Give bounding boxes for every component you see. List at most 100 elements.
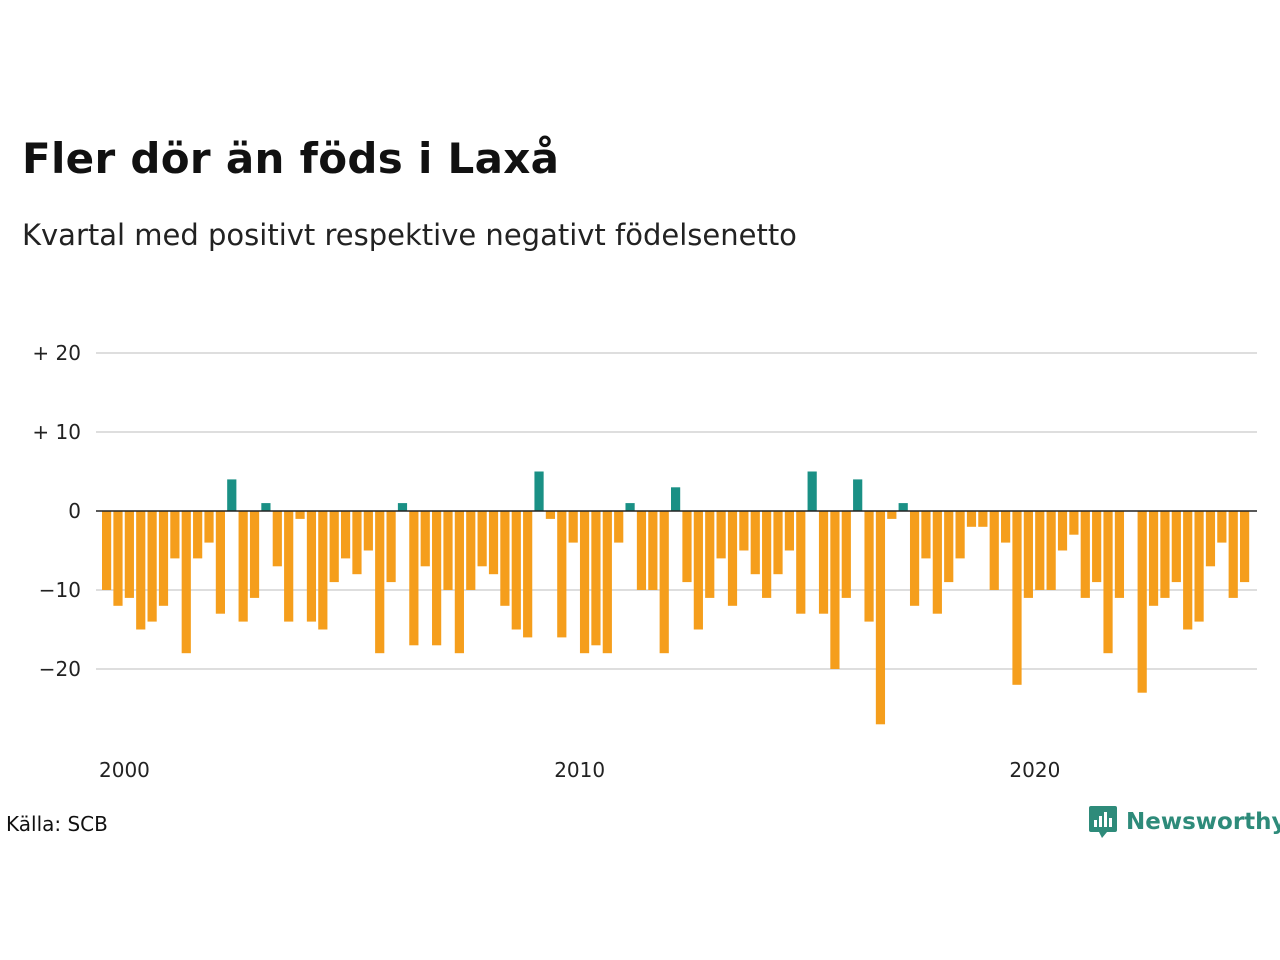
x-tick-label: 2020 bbox=[1009, 758, 1060, 782]
bar bbox=[420, 511, 430, 567]
bar bbox=[978, 511, 988, 527]
x-tick-label: 2010 bbox=[554, 758, 605, 782]
bar bbox=[955, 511, 965, 559]
bar bbox=[784, 511, 794, 551]
y-tick-label: −20 bbox=[39, 657, 81, 681]
bar bbox=[1092, 511, 1102, 583]
bar bbox=[807, 471, 817, 511]
bar bbox=[614, 511, 624, 543]
bar bbox=[1001, 511, 1011, 543]
bar bbox=[671, 487, 681, 511]
bar bbox=[295, 511, 305, 519]
bar bbox=[113, 511, 123, 606]
bar bbox=[1023, 511, 1033, 598]
bar bbox=[944, 511, 954, 583]
bar bbox=[875, 511, 886, 725]
bar bbox=[898, 503, 908, 511]
bar bbox=[147, 511, 157, 622]
bar bbox=[921, 511, 931, 559]
bar bbox=[181, 511, 191, 654]
bar bbox=[1057, 511, 1068, 551]
bar bbox=[739, 511, 749, 551]
bar bbox=[397, 503, 408, 511]
bar bbox=[659, 511, 669, 654]
y-tick-label: + 10 bbox=[32, 420, 81, 444]
bar bbox=[500, 511, 510, 606]
bar bbox=[432, 511, 442, 646]
bar bbox=[818, 511, 829, 614]
bar bbox=[238, 511, 248, 622]
bar bbox=[602, 511, 612, 654]
bar bbox=[363, 511, 373, 551]
bar bbox=[625, 503, 635, 511]
bar bbox=[887, 511, 897, 519]
bar bbox=[136, 511, 146, 630]
bar bbox=[579, 511, 590, 654]
bar bbox=[636, 511, 647, 590]
bar bbox=[352, 511, 362, 575]
bar bbox=[329, 511, 339, 583]
bar bbox=[909, 511, 920, 606]
bars bbox=[102, 471, 1250, 725]
bar bbox=[102, 511, 112, 590]
bar bbox=[534, 471, 544, 511]
bar bbox=[204, 511, 214, 543]
bar bbox=[853, 479, 863, 511]
bar bbox=[841, 511, 851, 598]
bar bbox=[1171, 511, 1181, 583]
bar bbox=[386, 511, 396, 583]
bar bbox=[284, 511, 294, 622]
bar bbox=[1240, 511, 1250, 583]
chart-title: Fler dör än föds i Laxå bbox=[22, 134, 560, 183]
x-axis-ticks: 2000 2010 2020 bbox=[99, 758, 1060, 782]
chart-subtitle: Kvartal med positivt respektive negativt… bbox=[22, 218, 797, 252]
bar bbox=[375, 511, 385, 654]
bar bbox=[1069, 511, 1079, 535]
bar bbox=[796, 511, 806, 614]
bar bbox=[716, 511, 726, 559]
bar bbox=[693, 511, 703, 630]
bar bbox=[454, 511, 464, 654]
bar bbox=[477, 511, 487, 567]
bar bbox=[523, 511, 533, 638]
y-tick-label: −10 bbox=[39, 578, 81, 602]
bar bbox=[443, 511, 453, 590]
bar bbox=[193, 511, 203, 559]
bar bbox=[318, 511, 328, 630]
bar bbox=[545, 511, 556, 519]
bar bbox=[727, 511, 738, 606]
y-axis-ticks: + 20 + 10 0 −10 −20 bbox=[32, 341, 81, 681]
bar bbox=[158, 511, 169, 606]
bar bbox=[568, 511, 578, 543]
brand-name: Newsworthy bbox=[1126, 809, 1280, 835]
bar bbox=[1217, 511, 1227, 543]
bar bbox=[340, 511, 351, 559]
y-tick-label: 0 bbox=[68, 499, 81, 523]
bar bbox=[705, 511, 715, 598]
bar bbox=[591, 511, 601, 646]
bar bbox=[1103, 511, 1113, 654]
bar bbox=[272, 511, 282, 567]
y-tick-label: + 20 bbox=[32, 341, 81, 365]
bar bbox=[1228, 511, 1238, 598]
bar bbox=[966, 511, 977, 527]
bar bbox=[648, 511, 658, 590]
bar bbox=[511, 511, 521, 630]
bar bbox=[1205, 511, 1216, 567]
bar bbox=[989, 511, 999, 590]
bar bbox=[227, 479, 237, 511]
bar bbox=[1012, 511, 1022, 685]
bar bbox=[762, 511, 772, 598]
x-tick-label: 2000 bbox=[99, 758, 150, 782]
bar bbox=[306, 511, 317, 622]
bar bbox=[830, 511, 840, 669]
bar bbox=[261, 503, 271, 511]
bar bbox=[1080, 511, 1090, 598]
bar-chart: + 20 + 10 0 −10 −20 2000 2010 2020 bbox=[32, 341, 1257, 782]
bar bbox=[170, 511, 180, 559]
bar bbox=[1183, 511, 1193, 630]
bar bbox=[409, 511, 419, 646]
bar bbox=[1046, 511, 1056, 590]
bar bbox=[557, 511, 567, 638]
bar bbox=[932, 511, 942, 614]
